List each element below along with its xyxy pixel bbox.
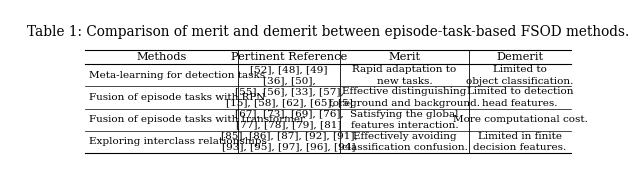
Text: Limited in finite
decision features.: Limited in finite decision features. bbox=[474, 131, 566, 152]
Text: [85], [86], [87], [92], [91],
[93], [95], [97], [96], [94]: [85], [86], [87], [92], [91], [93], [95]… bbox=[221, 131, 358, 152]
Text: Effective distinguishing
foreground and background.: Effective distinguishing foreground and … bbox=[329, 88, 480, 108]
Text: Effectively avoiding
classification confusion.: Effectively avoiding classification conf… bbox=[342, 131, 467, 152]
Text: More computational cost.: More computational cost. bbox=[452, 115, 588, 124]
Text: Limited to
object classification.: Limited to object classification. bbox=[467, 65, 573, 85]
Text: [55], [56], [33], [57],
[15], [58], [62], [65], [5]: [55], [56], [33], [57], [15], [58], [62]… bbox=[226, 88, 353, 108]
Text: Exploring interclass relationships: Exploring interclass relationships bbox=[89, 137, 267, 146]
Text: Fusion of episode tasks with transformer: Fusion of episode tasks with transformer bbox=[89, 115, 305, 124]
Text: Rapid adaptation to
new tasks.: Rapid adaptation to new tasks. bbox=[353, 65, 457, 85]
Text: Methods: Methods bbox=[136, 52, 187, 62]
Text: Demerit: Demerit bbox=[497, 52, 543, 62]
Text: Merit: Merit bbox=[388, 52, 420, 62]
Text: Meta-learning for detection tasks: Meta-learning for detection tasks bbox=[89, 71, 265, 80]
Text: Pertinent Reference: Pertinent Reference bbox=[231, 52, 348, 62]
Text: Fusion of episode tasks with RPN: Fusion of episode tasks with RPN bbox=[89, 93, 266, 102]
Text: [52], [48], [49]
[36], [50],: [52], [48], [49] [36], [50], bbox=[250, 65, 328, 85]
Text: Satisfying the global
features interaction.: Satisfying the global features interacti… bbox=[350, 110, 459, 130]
Text: Table 1: Comparison of merit and demerit between episode-task-based FSOD methods: Table 1: Comparison of merit and demerit… bbox=[27, 25, 629, 39]
Text: Limited to detection
head features.: Limited to detection head features. bbox=[467, 88, 573, 108]
Text: [67], [73], [69], [76],
[77], [78], [79], [81]: [67], [73], [69], [76], [77], [78], [79]… bbox=[235, 110, 344, 130]
